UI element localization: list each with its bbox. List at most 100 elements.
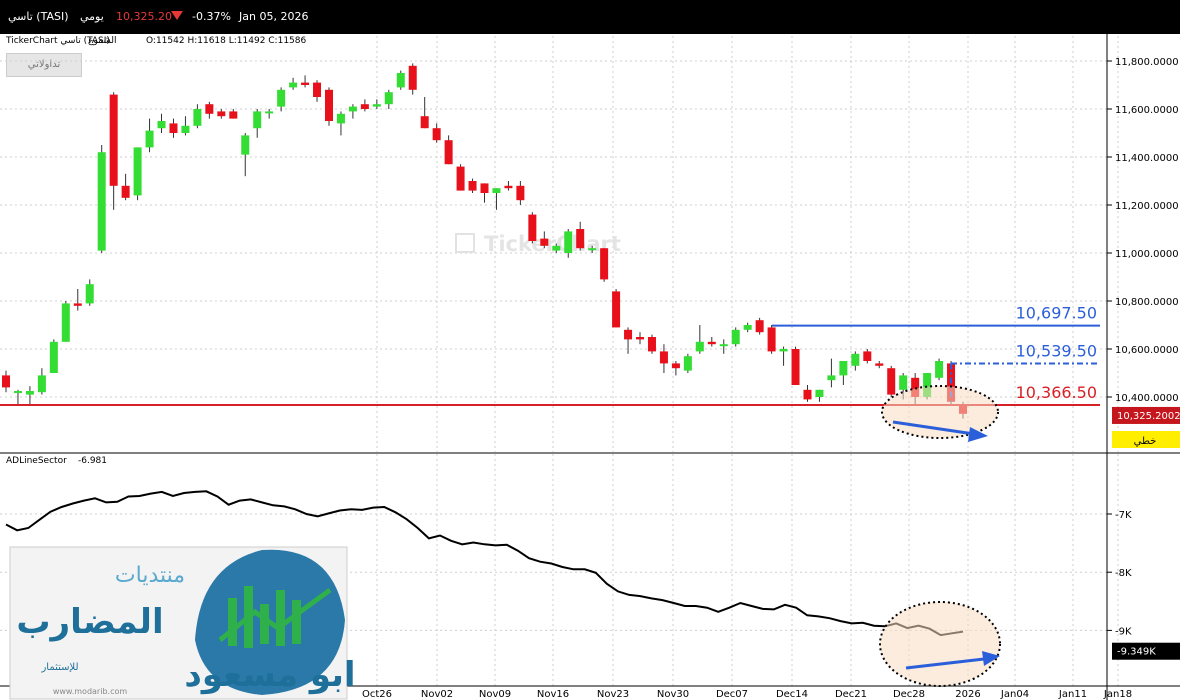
candle <box>540 238 549 246</box>
candle <box>61 303 70 342</box>
candle <box>348 106 357 112</box>
candle <box>887 368 896 395</box>
indicator-axis-label: -8K <box>1115 568 1132 579</box>
candle <box>133 147 142 196</box>
watermark-text: TickerChart <box>484 232 621 256</box>
line-type-label: خطي <box>1134 436 1157 447</box>
candle <box>2 375 10 388</box>
candle <box>360 104 369 109</box>
candle <box>73 303 82 306</box>
logo-bar-icon <box>260 604 269 644</box>
time-axis-label: Dec07 <box>716 689 748 700</box>
logo-bar-icon <box>292 600 301 644</box>
candle <box>659 351 668 364</box>
indicator-current-badge <box>1112 642 1180 660</box>
candle <box>13 391 22 393</box>
time-axis-label: Dec14 <box>776 689 808 700</box>
top-bar: تاسي (TASI) يومي 10,325.20 -0.37% Jan 05… <box>0 0 1180 34</box>
candle <box>384 92 393 105</box>
candle <box>576 229 585 249</box>
candle <box>396 73 405 88</box>
price-axis-label: 11,000.0000 <box>1115 249 1179 260</box>
candle <box>743 325 752 330</box>
candle <box>731 329 740 345</box>
timeframe-label[interactable]: يومي <box>80 10 104 23</box>
candle <box>121 185 130 198</box>
candle <box>935 361 944 378</box>
time-axis-label: Nov09 <box>479 689 511 700</box>
candle <box>420 116 429 129</box>
candle <box>97 152 106 251</box>
time-axis-label: Dec21 <box>835 689 867 700</box>
candle <box>827 375 836 381</box>
level-label: 10,366.50 <box>1016 383 1097 402</box>
candle <box>528 214 537 241</box>
candle <box>612 291 621 328</box>
candle <box>313 82 322 97</box>
logo-bar-icon <box>228 598 237 646</box>
last-price: 10,325.20 <box>116 10 172 23</box>
candle <box>181 125 190 133</box>
indicator-last-value: -6.981 <box>78 456 107 466</box>
candle <box>277 89 286 107</box>
indicator-axis-label: -7K <box>1115 510 1132 521</box>
candle <box>624 329 633 340</box>
candle <box>157 121 166 129</box>
time-axis-label: Jan04 <box>1000 689 1029 700</box>
logo-brand: المضارب <box>16 602 163 642</box>
candle <box>169 123 178 133</box>
candle <box>695 341 704 352</box>
logo-url: www.modarib.com <box>53 687 128 696</box>
my-trades-button[interactable]: تداولاتي <box>6 53 82 77</box>
candle <box>205 104 214 114</box>
highlight-ellipse <box>879 601 1001 687</box>
candle <box>145 130 154 148</box>
time-axis-label: Jan11 <box>1058 689 1087 700</box>
price-axis-label: 10,400.0000 <box>1115 393 1179 404</box>
watermark-icon <box>455 233 475 253</box>
candle <box>707 341 716 345</box>
chart-title: TickerChart تاسي (TASI) <box>6 36 110 46</box>
candle <box>265 111 274 114</box>
price-axis-label: 11,400.0000 <box>1115 153 1179 164</box>
time-axis-label: Nov30 <box>657 689 689 700</box>
candle <box>229 111 238 119</box>
candle <box>755 320 764 333</box>
candle <box>863 351 872 361</box>
time-axis-label: 2026 <box>955 689 980 700</box>
logo-signature: ابو مسعود <box>184 655 355 695</box>
candle <box>767 327 776 352</box>
price-change: -0.37% <box>192 10 231 23</box>
candle <box>253 111 262 129</box>
candle <box>217 111 226 117</box>
candle <box>432 128 441 141</box>
ad-line-series <box>5 490 964 637</box>
logo-tagline: للإستثمار <box>40 662 78 673</box>
price-axis-label: 11,600.0000 <box>1115 105 1179 116</box>
ohlc-readout: O:11542 H:11618 L:11492 C:11586 <box>146 36 307 46</box>
candle <box>911 377 920 397</box>
candle <box>408 65 417 90</box>
time-axis-label: Nov02 <box>421 689 453 700</box>
candle <box>636 337 645 340</box>
candle <box>791 349 800 385</box>
candle <box>851 353 860 366</box>
candle <box>671 363 680 369</box>
candle <box>456 166 465 191</box>
line-type-badge <box>1112 431 1180 448</box>
candle <box>480 183 489 193</box>
candle <box>504 185 513 189</box>
candle <box>336 113 345 124</box>
candle <box>85 284 94 304</box>
candle <box>49 341 58 373</box>
time-axis-label: Dec28 <box>893 689 925 700</box>
candle <box>289 82 298 88</box>
bar-date: Jan 05, 2026 <box>239 10 309 23</box>
trend-arrow <box>905 657 985 670</box>
level-label: 10,539.50 <box>1016 342 1097 361</box>
indicator-axis-label: -9K <box>1115 626 1132 637</box>
candle <box>803 389 812 400</box>
candle <box>600 248 609 280</box>
symbol-label[interactable]: تاسي (TASI) <box>8 10 69 23</box>
